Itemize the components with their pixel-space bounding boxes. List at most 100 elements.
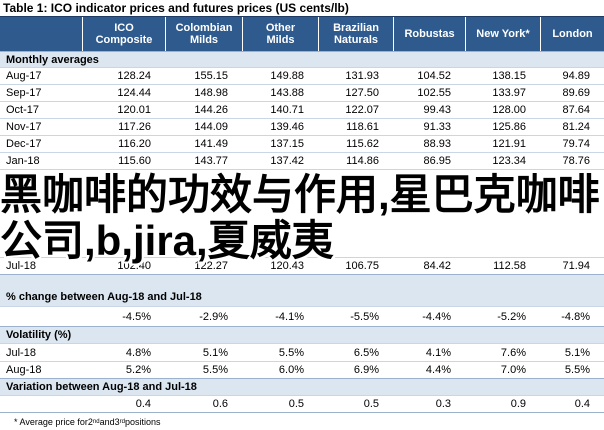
row-label: Jan-18 — [6, 155, 40, 167]
header-line: ICO — [114, 22, 134, 34]
table-row: 0.4 0.6 0.5 0.5 0.3 0.9 0.4 — [0, 395, 604, 412]
column-header: Other Milds — [242, 17, 318, 51]
column-header: New York* — [465, 17, 540, 51]
table-row: Nov-17 117.26 144.09 139.46 118.61 91.33 125.8… — [0, 118, 604, 135]
row-label: Aug-17 — [6, 70, 42, 82]
value-cell: 149.88 — [270, 70, 304, 82]
value-cell: 0.6 — [212, 398, 228, 410]
value-cell: 4.4% — [425, 364, 451, 376]
value-cell: 5.5% — [278, 346, 304, 359]
value-cell: -5.5% — [350, 310, 379, 323]
row-label: Dec-17 — [6, 138, 42, 150]
row-label: Oct-17 — [6, 104, 40, 116]
table-title: Table 1: ICO indicator prices and future… — [0, 0, 604, 17]
value-cell: 137.42 — [270, 155, 304, 167]
value-cell: 139.46 — [270, 121, 304, 133]
footnote-part: nd — [92, 418, 100, 425]
table-row: Sep-17 124.44 148.98 143.88 127.50 102.55 133.… — [0, 84, 604, 101]
value-cell: 6.9% — [353, 364, 379, 376]
row-label: Aug-18 — [6, 364, 42, 376]
footnote-part: 3 — [114, 416, 120, 427]
value-cell: 143.77 — [194, 155, 228, 167]
value-cell: 99.43 — [423, 104, 451, 116]
value-cell: 102.40 — [117, 260, 151, 272]
value-cell: 117.26 — [118, 121, 151, 133]
value-cell: 120.43 — [270, 260, 304, 272]
value-cell: 140.71 — [270, 104, 304, 116]
value-cell: 112.58 — [493, 260, 526, 272]
value-cell: 124.44 — [117, 87, 151, 99]
header-line: New York* — [476, 28, 530, 40]
table-row: Jan-18 115.60 143.77 137.42 114.86 86.95 123.3… — [0, 152, 604, 169]
row-label: Jul-18 — [6, 346, 36, 359]
section-heading: Monthly averages — [0, 51, 604, 67]
value-cell: 86.95 — [423, 155, 451, 167]
footnote-part: positions — [124, 416, 161, 427]
value-cell: 4.8% — [125, 346, 151, 359]
footnote-part: rd — [119, 418, 125, 425]
footnote-part: * Average price for — [14, 416, 88, 427]
value-cell: -4.5% — [122, 310, 151, 323]
column-header: Colombian Milds — [165, 17, 242, 51]
value-cell: 7.0% — [500, 364, 526, 376]
value-cell: 133.97 — [492, 87, 526, 99]
header-line: Brazilian — [333, 22, 379, 34]
value-cell: 5.1% — [564, 346, 590, 359]
value-cell: 144.26 — [194, 104, 228, 116]
header-line: Robustas — [404, 28, 455, 40]
value-cell: 4.1% — [425, 346, 451, 359]
value-cell: 7.6% — [500, 346, 526, 359]
value-cell: 88.93 — [423, 138, 451, 150]
header-line: Milds — [266, 34, 295, 46]
value-cell: 115.60 — [118, 155, 151, 167]
header-line: Naturals — [333, 34, 379, 46]
header-line: Composite — [95, 34, 153, 46]
row-label: Nov-17 — [6, 121, 42, 133]
table-row: Jul-18 102.40 122.27 120.43 106.75 84.42 112.5… — [0, 257, 604, 274]
value-cell: 137.15 — [270, 138, 304, 150]
value-cell: 131.93 — [345, 70, 379, 82]
value-cell: 87.64 — [562, 104, 590, 116]
value-cell: 125.86 — [492, 121, 526, 133]
footnote-part: 2 — [87, 416, 93, 427]
value-cell: 94.89 — [562, 70, 590, 82]
table-row: Jul-18 4.8% 5.1% 5.5% 6.5% 4.1% 7.6% 5.1% — [0, 343, 604, 361]
section-heading: Volatility (%) — [0, 326, 604, 343]
value-cell: 0.4 — [574, 398, 590, 410]
value-cell: 104.52 — [417, 70, 451, 82]
value-cell: 0.5 — [288, 398, 304, 410]
footnote-part: and — [99, 416, 115, 427]
value-cell: 5.5% — [564, 364, 590, 376]
table-row: Dec-17 116.20 141.49 137.15 115.62 88.93 121.9… — [0, 135, 604, 152]
value-cell: 81.24 — [562, 121, 590, 133]
value-cell: 127.50 — [345, 87, 379, 99]
value-cell: -4.8% — [561, 310, 590, 323]
column-header: Robustas — [393, 17, 465, 51]
column-header: ICO Composite — [82, 17, 165, 51]
column-header: London — [540, 17, 604, 51]
value-cell: 5.5% — [202, 364, 228, 376]
row-label: Sep-17 — [6, 87, 42, 99]
value-cell: 79.74 — [562, 138, 590, 150]
value-cell: -5.2% — [497, 310, 526, 323]
value-cell: 144.09 — [194, 121, 228, 133]
value-cell: 114.86 — [346, 155, 379, 167]
value-cell: 6.5% — [353, 346, 379, 359]
value-cell: 0.3 — [435, 398, 451, 410]
value-cell: -4.4% — [422, 310, 451, 323]
hidden-rows — [0, 169, 604, 257]
value-cell: 71.94 — [562, 260, 590, 272]
value-cell: 0.5 — [363, 398, 379, 410]
value-cell: 78.76 — [562, 155, 590, 167]
section-heading: % change between Aug-18 and Jul-18 — [0, 274, 604, 306]
value-cell: 118.61 — [346, 121, 379, 133]
overlay-text: 黑咖啡的功效与作用,星巴克咖啡公司,b,jira,夏威夷 — [0, 171, 600, 264]
value-cell: 89.69 — [562, 87, 590, 99]
value-cell: 122.07 — [345, 104, 379, 116]
value-cell: 123.34 — [492, 155, 526, 167]
table-row: Aug-17 128.24 155.15 149.88 131.93 104.52 138.… — [0, 67, 604, 84]
value-cell: 5.2% — [125, 364, 151, 376]
